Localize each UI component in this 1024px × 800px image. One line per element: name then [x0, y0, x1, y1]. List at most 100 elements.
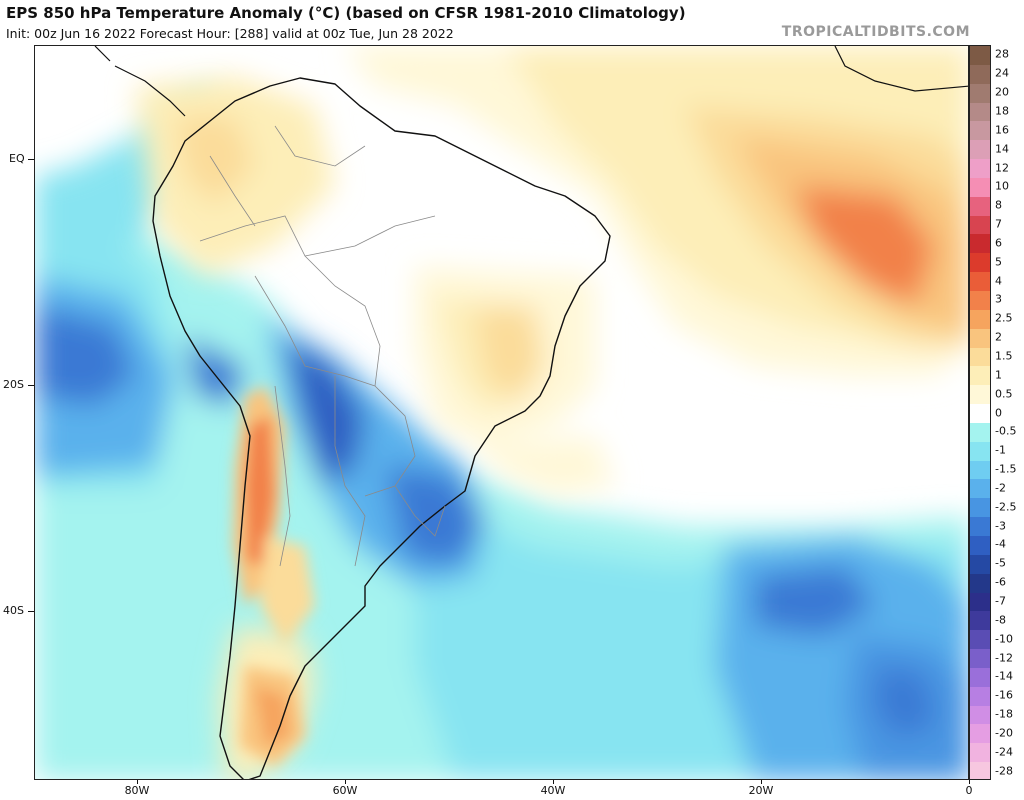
lon-label-80w: 80W — [124, 784, 150, 797]
colorbar-swatch — [970, 140, 990, 160]
colorbar-level-label: -28 — [995, 764, 1013, 778]
colorbar-level-label: 10 — [995, 179, 1009, 193]
colorbar-level-label: 0 — [995, 406, 1002, 419]
colorbar-level-label: 4 — [995, 274, 1002, 288]
south-america-coastline — [152, 77, 611, 779]
colorbar-level-label: -1.5 — [995, 462, 1017, 476]
colorbar-swatch — [970, 686, 990, 707]
colorbar-swatch — [970, 743, 990, 763]
colorbar-swatch — [970, 724, 990, 744]
lon-label-0: 0 — [965, 784, 973, 797]
colorbar-swatch — [970, 611, 990, 631]
colorbar-level-label: -5 — [995, 556, 1006, 570]
colorbar-swatch — [970, 705, 990, 726]
colorbar-swatch — [970, 121, 990, 141]
colorbar-level-label: 0.5 — [995, 387, 1013, 401]
lon-tick-0 — [969, 780, 970, 784]
colorbar-swatch — [970, 517, 990, 537]
colorbar-level-label: -6 — [995, 575, 1006, 589]
colorbar-level-label: -20 — [995, 726, 1013, 740]
colorbar-level-label: -1 — [995, 443, 1006, 457]
colorbar-level-label: -4 — [995, 537, 1006, 551]
colorbar-swatch — [970, 102, 990, 122]
lat-label-20s: 20S — [3, 378, 24, 391]
colorbar-level-label: 8 — [995, 198, 1002, 212]
lon-tick-20w — [761, 780, 762, 784]
lat-label-40s: 40S — [3, 604, 24, 617]
colorbar-swatch — [970, 83, 990, 104]
colorbar-swatch — [970, 234, 990, 254]
colorbar-level-label: -8 — [995, 613, 1006, 627]
country-borders — [199, 125, 446, 567]
andes-warm-streak — [233, 386, 315, 766]
colorbar-level-label: 20 — [995, 85, 1009, 99]
colorbar-level-label: 18 — [995, 104, 1009, 118]
map-title: EPS 850 hPa Temperature Anomaly (°C) (ba… — [6, 4, 686, 22]
colorbar-swatch — [970, 667, 990, 688]
colorbar-level-label: -10 — [995, 632, 1013, 646]
colorbar-swatch — [970, 404, 990, 424]
colorbar-level-label: 1 — [995, 368, 1002, 382]
colorbar-level-label: 7 — [995, 217, 1002, 231]
warm-anomaly-field — [135, 46, 968, 779]
colorbar-level-label: 5 — [995, 255, 1002, 269]
colorbar-swatch — [970, 272, 990, 292]
colorbar-swatch — [970, 649, 990, 669]
colorbar-swatch — [970, 46, 990, 66]
map-canvas — [35, 46, 968, 779]
colorbar-swatch — [970, 630, 990, 650]
colorbar-level-label: 6 — [995, 236, 1002, 250]
colorbar-swatch — [970, 460, 990, 481]
colorbar-swatch — [970, 196, 990, 217]
colorbar-swatch — [970, 366, 990, 386]
colorbar-swatch — [970, 536, 990, 556]
lat-tick-eq — [28, 159, 34, 160]
colorbar-level-label: 2 — [995, 330, 1002, 344]
colorbar-level-label: 12 — [995, 161, 1009, 174]
colorbar-swatch — [970, 554, 990, 575]
colorbar-swatch — [970, 422, 990, 443]
anomaly-map[interactable] — [34, 45, 969, 780]
colorbar-swatch — [970, 347, 990, 367]
map-subtitle: Init: 00z Jun 16 2022 Forecast Hour: [28… — [6, 26, 454, 41]
colorbar-level-label: -7 — [995, 594, 1006, 608]
colorbar-swatch — [970, 215, 990, 236]
lat-tick-20s — [28, 385, 34, 386]
lat-tick-40s — [28, 611, 34, 612]
colorbar-swatch — [970, 573, 990, 594]
africa-coastline — [834, 46, 968, 92]
colorbar-swatch — [970, 385, 990, 405]
colorbar-level-label: -12 — [995, 651, 1013, 664]
lon-label-40w: 40W — [540, 784, 566, 797]
colorbar-level-label: -18 — [995, 707, 1013, 721]
colorbar-level-label: -2 — [995, 481, 1006, 495]
colorbar-swatch — [970, 762, 990, 779]
colorbar — [969, 45, 991, 780]
colorbar-level-label: 28 — [995, 47, 1009, 61]
lon-tick-60w — [345, 780, 346, 784]
source-credit: TROPICALTIDBITS.COM — [781, 24, 970, 40]
central-america-coastline — [94, 46, 186, 117]
colorbar-swatch — [970, 328, 990, 349]
colorbar-level-label: -14 — [995, 669, 1013, 683]
colorbar-level-label: -0.5 — [995, 424, 1017, 438]
colorbar-level-label: 24 — [995, 66, 1009, 80]
colorbar-swatch — [970, 479, 990, 499]
colorbar-swatch — [970, 177, 990, 198]
colorbar-level-label: -3 — [995, 519, 1006, 533]
lon-tick-80w — [137, 780, 138, 784]
colorbar-swatch — [970, 64, 990, 85]
colorbar-swatch — [970, 592, 990, 612]
colorbar-level-label: -24 — [995, 745, 1013, 759]
colorbar-level-label: 1.5 — [995, 349, 1013, 363]
colorbar-swatch — [970, 309, 990, 330]
colorbar-level-label: 3 — [995, 292, 1002, 306]
lon-label-20w: 20W — [748, 784, 774, 797]
colorbar-level-label: 14 — [995, 142, 1009, 156]
colorbar-level-label: -2.5 — [995, 500, 1017, 514]
colorbar-swatch — [970, 441, 990, 462]
colorbar-level-label: 16 — [995, 123, 1009, 137]
lon-tick-40w — [553, 780, 554, 784]
lon-label-60w: 60W — [332, 784, 358, 797]
colorbar-level-label: 2.5 — [995, 311, 1013, 325]
